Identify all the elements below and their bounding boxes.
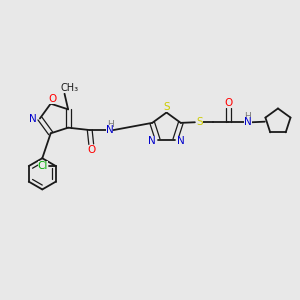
Text: H: H [244,112,251,121]
Text: S: S [163,101,170,112]
Text: CH₃: CH₃ [61,83,79,93]
Text: N: N [148,136,156,146]
Text: O: O [224,98,232,108]
Text: N: N [106,125,113,135]
Text: Cl: Cl [38,161,48,171]
Text: N: N [244,117,251,127]
Text: N: N [177,136,184,146]
Text: O: O [48,94,56,103]
Text: N: N [29,113,37,124]
Text: S: S [197,117,203,127]
Text: H: H [107,120,113,129]
Text: O: O [87,145,95,154]
